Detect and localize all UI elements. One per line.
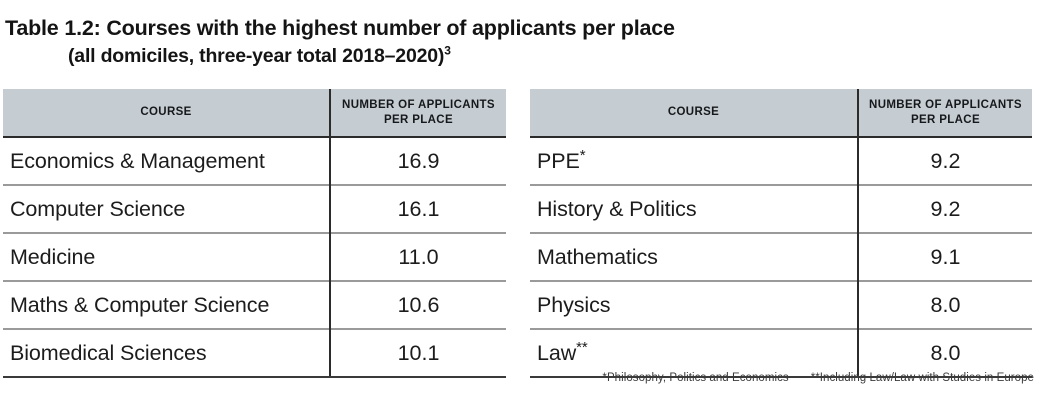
cell-course-text: PPE xyxy=(537,148,580,173)
table-row: Medicine 11.0 xyxy=(3,232,506,281)
cell-applicants-per-place: 10.1 xyxy=(329,328,506,378)
cell-applicants-per-place: 8.0 xyxy=(857,328,1032,378)
cell-footnote-marker: ** xyxy=(576,338,588,356)
table-left-header: COURSE NUMBER OF APPLICANTS PER PLACE xyxy=(3,89,506,138)
cell-applicants-per-place: 11.0 xyxy=(329,232,506,281)
cell-course-text: Law xyxy=(537,340,577,365)
table-row: PPE* 9.2 xyxy=(530,137,1032,185)
cell-applicants-per-place: 9.1 xyxy=(857,232,1032,281)
column-header-line-1: NUMBER OF APPLICANTS xyxy=(342,98,495,111)
cell-course: Law** xyxy=(530,328,858,378)
table-row: Law** 8.0 xyxy=(530,328,1032,378)
caption-line-1: Table 1.2: Courses with the highest numb… xyxy=(5,16,675,40)
table-row: Computer Science 16.1 xyxy=(3,184,506,233)
column-header-applicants-per-place: NUMBER OF APPLICANTS PER PLACE xyxy=(857,89,1032,138)
cell-footnote-marker: * xyxy=(579,146,586,164)
applicants-table-right: COURSE NUMBER OF APPLICANTS PER PLACE PP… xyxy=(530,89,1032,378)
column-header-line-2: PER PLACE xyxy=(911,113,980,126)
column-header-applicants-per-place: NUMBER OF APPLICANTS PER PLACE xyxy=(329,89,506,138)
cell-course: Physics xyxy=(530,280,858,329)
column-header-course: COURSE xyxy=(530,89,858,138)
applicants-table-left: COURSE NUMBER OF APPLICANTS PER PLACE Ec… xyxy=(3,89,506,378)
table-row: History & Politics 9.2 xyxy=(530,184,1032,233)
cell-course: Medicine xyxy=(3,232,330,281)
table-footnotes: *Philosophy, Politics and Economics **Inc… xyxy=(602,372,1034,384)
cell-applicants-per-place: 9.2 xyxy=(857,184,1032,233)
cell-applicants-per-place: 16.9 xyxy=(329,137,506,185)
table-header-row: COURSE NUMBER OF APPLICANTS PER PLACE xyxy=(530,89,1032,138)
caption-line-2-text: (all domiciles, three-year total 2018–20… xyxy=(68,45,445,67)
cell-course: Computer Science xyxy=(3,184,330,233)
cell-course: PPE* xyxy=(530,137,858,185)
cell-applicants-per-place: 10.6 xyxy=(329,280,506,329)
cell-applicants-per-place: 16.1 xyxy=(329,184,506,233)
cell-course-text: Mathematics xyxy=(537,244,658,269)
cell-course-text: History & Politics xyxy=(537,196,697,221)
table-caption: Table 1.2: Courses with the highest numb… xyxy=(0,14,700,70)
table-row: Mathematics 9.1 xyxy=(530,232,1032,281)
caption-line-2: (all domiciles, three-year total 2018–20… xyxy=(0,42,700,70)
cell-course: Mathematics xyxy=(530,232,858,281)
table-row: Physics 8.0 xyxy=(530,280,1032,329)
column-header-line-1: NUMBER OF APPLICANTS xyxy=(869,98,1022,111)
table-header-row: COURSE NUMBER OF APPLICANTS PER PLACE xyxy=(3,89,506,138)
table-left-body: Economics & Management 16.9 Computer Sci… xyxy=(3,137,506,378)
cell-course: Maths & Computer Science xyxy=(3,280,330,329)
footnote-1: *Philosophy, Politics and Economics xyxy=(602,372,789,384)
column-header-line-2: PER PLACE xyxy=(384,113,453,126)
table-row: Economics & Management 16.9 xyxy=(3,137,506,185)
cell-applicants-per-place: 8.0 xyxy=(857,280,1032,329)
footnote-2: **Including Law/Law with Studies in Euro… xyxy=(810,372,1034,384)
cell-course: Economics & Management xyxy=(3,137,330,185)
cell-course-text: Physics xyxy=(537,292,611,317)
cell-course: Biomedical Sciences xyxy=(3,328,330,378)
cell-course: History & Politics xyxy=(530,184,858,233)
cell-applicants-per-place: 9.2 xyxy=(857,137,1032,185)
table-row: Biomedical Sciences 10.1 xyxy=(3,328,506,378)
table-right-header: COURSE NUMBER OF APPLICANTS PER PLACE xyxy=(530,89,1032,138)
table-row: Maths & Computer Science 10.6 xyxy=(3,280,506,329)
caption-footnote-marker: 3 xyxy=(444,43,451,58)
table-right-body: PPE* 9.2 History & Politics 9.2 Mathemat… xyxy=(530,137,1032,378)
column-header-course: COURSE xyxy=(3,89,330,138)
